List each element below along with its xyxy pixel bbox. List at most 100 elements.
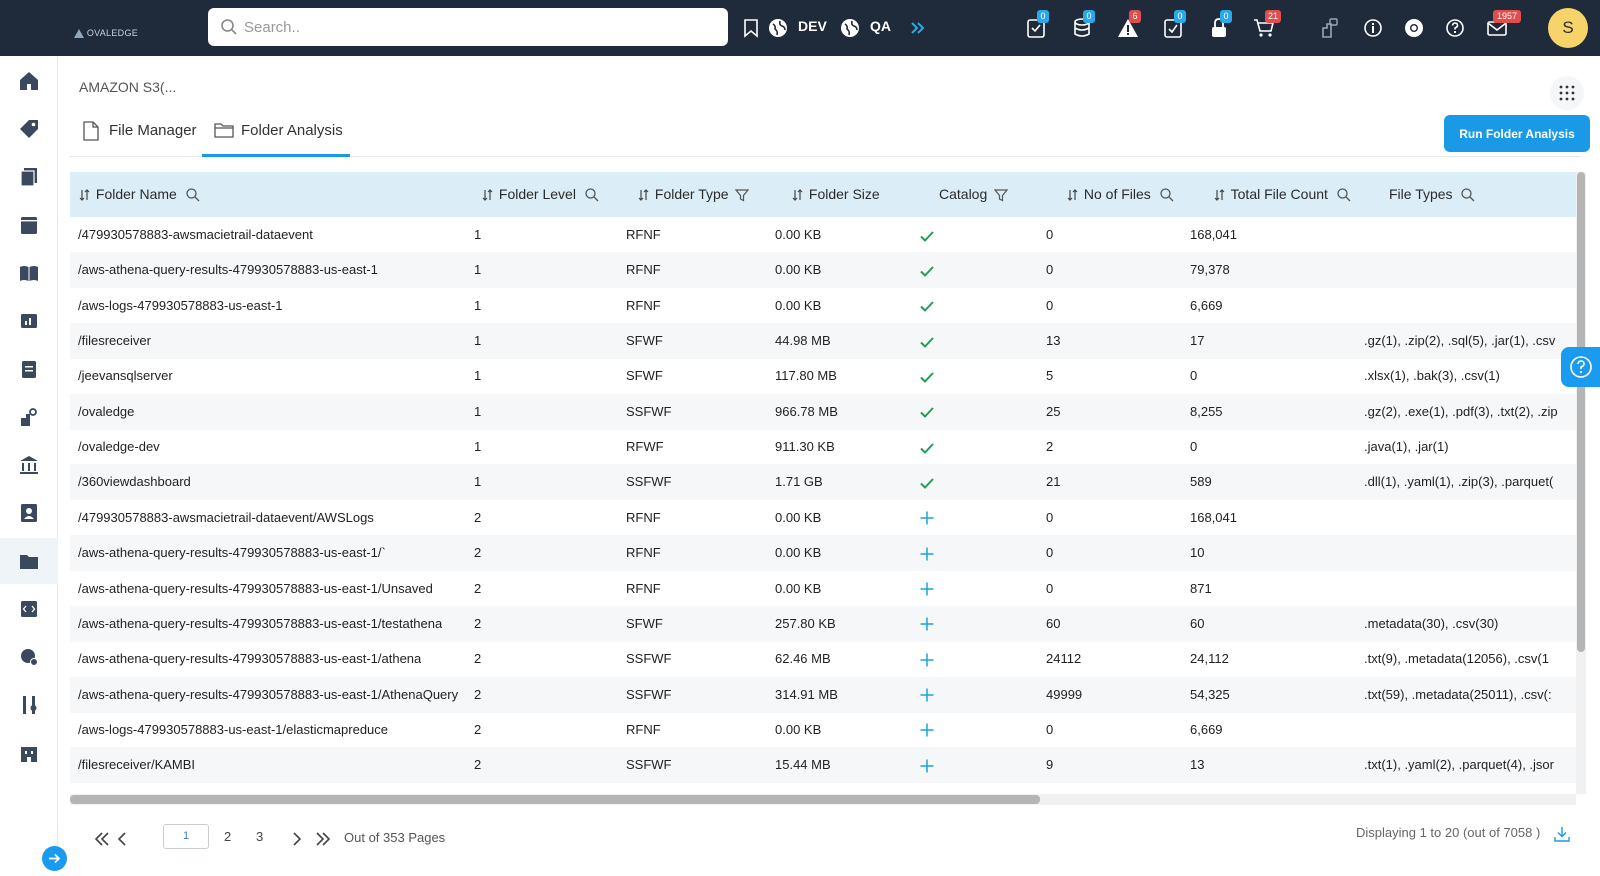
alert-icon[interactable]: 6 [1116, 10, 1141, 40]
cell-folder-name[interactable]: /aws-athena-query-results-479930578883-u… [78, 615, 443, 631]
globe-icon[interactable] [766, 16, 790, 40]
sidebar-expand-button[interactable] [42, 846, 67, 871]
table-row[interactable]: /aws-athena-query-results-479930578883-u… [70, 676, 1582, 713]
sidebar-item-administration[interactable] [0, 730, 58, 776]
sort-icon[interactable] [637, 188, 651, 202]
run-folder-analysis-button[interactable]: Run Folder Analysis [1444, 115, 1590, 152]
sort-icon[interactable] [1213, 188, 1227, 202]
search-icon[interactable] [584, 187, 600, 203]
vertical-scrollbar-thumb[interactable] [1577, 172, 1585, 652]
table-row[interactable]: /aws-logs-479930578883-us-east-1 1 RFNF 0.0… [70, 288, 1582, 324]
user-avatar[interactable]: S [1548, 8, 1588, 48]
sort-icon[interactable] [1066, 188, 1080, 202]
sidebar-item-governance[interactable] [0, 442, 58, 488]
add-to-catalog-icon[interactable] [919, 722, 935, 738]
info-icon[interactable] [1361, 16, 1385, 40]
bookmark-icon[interactable] [739, 16, 763, 40]
breadcrumb[interactable]: AMAZON S3(... [79, 79, 177, 95]
cell-folder-name[interactable]: /479930578883-awsmacietrail-dataevent [78, 227, 313, 242]
cell-catalog[interactable] [919, 747, 935, 783]
download-icon[interactable] [1553, 825, 1571, 843]
sidebar-item-jobs[interactable] [0, 634, 58, 680]
column-header-folder-level[interactable]: Folder Level [481, 172, 600, 217]
cell-folder-name[interactable]: /aws-athena-query-results-479930578883-u… [78, 580, 433, 596]
table-row[interactable]: /aws-athena-query-results-479930578883-u… [70, 605, 1582, 642]
column-header-catalog[interactable]: Catalog [939, 172, 1009, 217]
sort-icon[interactable] [481, 188, 495, 202]
vertical-scrollbar[interactable] [1576, 172, 1586, 794]
sidebar-item-home[interactable] [0, 58, 58, 104]
table-row[interactable]: /aws-athena-query-results-479930578883-u… [70, 571, 1582, 607]
table-row[interactable]: /479930578883-awsmacietrail-dataevent 1 RF… [70, 217, 1582, 253]
column-header-folder-name[interactable]: Folder Name [78, 172, 201, 217]
hand-lock-icon[interactable] [1317, 16, 1341, 40]
cell-folder-name[interactable]: /479930578883-awsmacietrail-dataevent/AW… [78, 509, 374, 525]
cell-folder-name[interactable]: /aws-athena-query-results-479930578883-u… [78, 686, 459, 702]
table-row[interactable]: /aws-logs-479930578883-us-east-1/elastic… [70, 712, 1582, 748]
page-number-2[interactable]: 2 [224, 829, 232, 844]
ovaledge-logo[interactable]: OVALEDGE [74, 28, 138, 39]
add-to-catalog-icon[interactable] [919, 581, 935, 597]
first-page-icon[interactable] [92, 829, 112, 849]
database-icon[interactable]: 0 [1070, 10, 1095, 40]
column-header-file-types[interactable]: File Types [1389, 172, 1476, 217]
horizontal-scrollbar-thumb[interactable] [70, 795, 1040, 804]
cell-catalog[interactable] [919, 677, 935, 713]
chrome-icon[interactable] [1402, 16, 1426, 40]
cell-catalog[interactable] [919, 571, 935, 607]
filter-icon[interactable] [735, 188, 750, 202]
lock-icon[interactable]: 0 [1207, 10, 1232, 40]
table-row[interactable]: /360viewdashboard 1 SSFWF 1.71 GB 21 589 .dll(… [70, 464, 1582, 501]
add-to-catalog-icon[interactable] [919, 616, 935, 632]
cell-catalog[interactable] [919, 500, 935, 536]
sidebar-item-tools[interactable] [0, 682, 58, 728]
code-check-icon[interactable]: 0 [1161, 10, 1186, 40]
sidebar-item-tags[interactable] [0, 106, 58, 152]
sidebar-item-access[interactable] [0, 394, 58, 440]
cell-folder-name[interactable]: /filesreceiver [78, 333, 151, 349]
table-row[interactable]: /ovaledge 1 SSFWF 966.78 MB 25 8,255 .gz(2), .… [70, 393, 1582, 430]
apps-grid-button[interactable] [1550, 76, 1584, 110]
add-to-catalog-icon[interactable] [919, 546, 935, 562]
table-row[interactable]: /jeevansqlserver 1 SFWF 117.80 MB 5 0 .xlsx(1)… [70, 358, 1582, 394]
add-to-catalog-icon[interactable] [919, 652, 935, 668]
cell-catalog[interactable] [919, 712, 935, 748]
previous-page-icon[interactable] [113, 829, 133, 849]
cell-folder-name[interactable]: /aws-athena-query-results-479930578883-u… [78, 262, 378, 278]
globe-icon[interactable] [838, 16, 862, 40]
cell-folder-name[interactable]: /ovaledge-dev [78, 439, 160, 455]
search-icon[interactable] [1460, 187, 1476, 203]
cell-folder-name[interactable]: /filesreceiver/KAMBI [78, 757, 196, 773]
current-page-input[interactable]: 1 [163, 824, 209, 849]
env-dev-label[interactable]: DEV [798, 18, 827, 34]
sidebar-item-query[interactable] [0, 586, 58, 632]
sort-icon[interactable] [78, 188, 92, 202]
cell-folder-name[interactable]: /360viewdashboard [78, 474, 191, 490]
sidebar-item-file-manager[interactable] [0, 538, 58, 584]
cell-folder-name[interactable]: /ovaledge [78, 403, 135, 419]
cell-folder-name[interactable]: /aws-logs-479930578883-us-east-1/elastic… [78, 721, 389, 737]
add-to-catalog-icon[interactable] [919, 510, 935, 526]
cell-folder-name[interactable]: /aws-logs-479930578883-us-east-1 [78, 297, 283, 313]
table-row[interactable]: /aws-athena-query-results-479930578883-u… [70, 641, 1582, 677]
mail-icon[interactable]: 1957 [1485, 10, 1522, 40]
cell-catalog[interactable] [919, 641, 935, 677]
sidebar-item-glossary[interactable] [0, 250, 58, 296]
global-search[interactable] [208, 8, 728, 46]
filter-icon[interactable] [993, 188, 1009, 202]
sidebar-item-catalog[interactable] [0, 202, 58, 248]
column-header-no-of-files[interactable]: No of Files [1066, 172, 1175, 217]
sidebar-item-contacts[interactable] [0, 490, 58, 536]
table-row[interactable]: /479930578883-awsmacietrail-dataevent/AW… [70, 500, 1582, 536]
table-row[interactable]: /filesreceiver 1 SFWF 44.98 MB 13 17 .gz(1), .… [70, 323, 1582, 360]
add-to-catalog-icon[interactable] [919, 687, 935, 703]
tasks-icon[interactable]: 0 [1024, 10, 1049, 40]
sidebar-item-documents[interactable] [0, 154, 58, 200]
horizontal-scrollbar[interactable] [70, 794, 1576, 805]
cell-folder-name[interactable]: /aws-athena-query-results-479930578883-u… [78, 545, 386, 561]
cell-folder-name[interactable]: /aws-athena-query-results-479930578883-u… [78, 651, 422, 667]
page-number-3[interactable]: 3 [256, 829, 264, 844]
cell-catalog[interactable] [919, 535, 935, 571]
search-icon[interactable] [1336, 187, 1352, 203]
last-page-icon[interactable] [313, 829, 333, 849]
